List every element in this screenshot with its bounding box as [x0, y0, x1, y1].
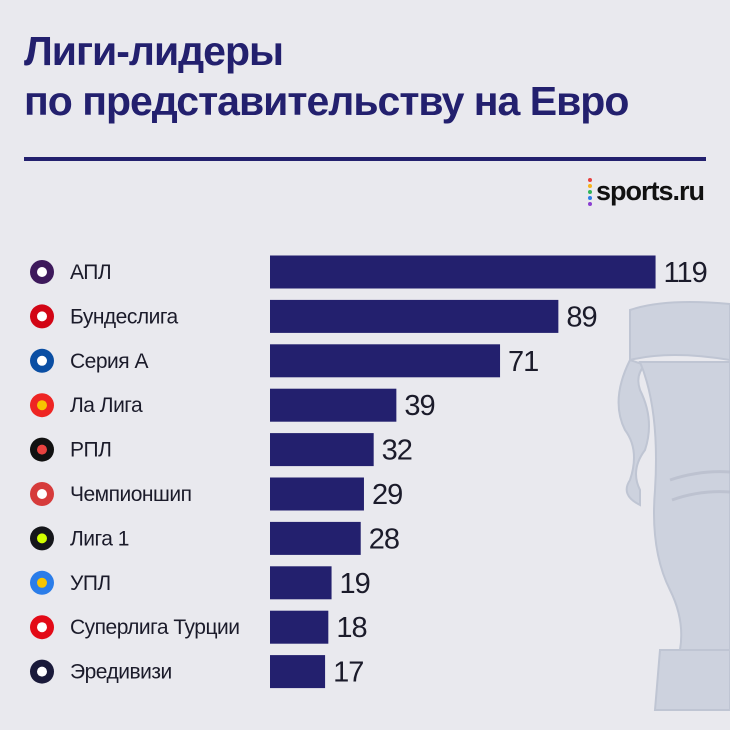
bar — [270, 255, 656, 289]
upl-logo-icon-inner — [37, 577, 47, 588]
ligue-1-logo-icon-inner — [37, 533, 47, 544]
bar-label: АПЛ — [70, 261, 111, 284]
bar-label: Суперлига Турции — [70, 616, 239, 639]
eredivisie-logo-icon-inner — [37, 666, 47, 677]
title-line-2: по представительству на Евро — [24, 78, 629, 124]
bar — [270, 433, 374, 467]
bar — [270, 521, 361, 555]
bar-value: 17 — [333, 657, 363, 689]
bar-label: Серия А — [70, 350, 148, 373]
trophy-icon — [617, 301, 730, 711]
bar — [270, 344, 501, 378]
laliga-logo-icon-inner — [37, 400, 47, 411]
bar-value: 32 — [382, 435, 412, 467]
bar-label: УПЛ — [70, 572, 111, 595]
bar — [270, 477, 364, 511]
championship-logo-icon-inner — [37, 489, 47, 499]
bar — [270, 299, 559, 333]
bar-value: 18 — [336, 612, 366, 644]
chart-title: Лиги-лидеры по представительству на Евро — [24, 26, 629, 126]
bar-label: РПЛ — [70, 439, 111, 462]
bar-value: 89 — [566, 301, 596, 333]
bar-value: 19 — [340, 568, 370, 600]
bar-label: Чемпионшип — [70, 483, 191, 506]
bundesliga-logo-icon-inner — [37, 311, 47, 322]
title-line-1: Лиги-лидеры — [24, 28, 284, 74]
bar-label: Эредивизи — [70, 661, 172, 684]
bar-value: 39 — [404, 390, 434, 422]
brand-dots-icon — [587, 177, 592, 206]
brand-logo: sports.ru — [587, 176, 705, 207]
serie-a-logo-icon-inner — [37, 355, 47, 366]
bar-value: 29 — [372, 479, 402, 511]
bar-label: Бундеслига — [70, 305, 179, 328]
premier-league-logo-icon-inner — [37, 267, 47, 277]
bar-value: 71 — [508, 346, 538, 378]
bar — [270, 610, 329, 644]
bar-value: 28 — [369, 523, 399, 555]
bar — [270, 655, 326, 689]
bar-value: 119 — [664, 257, 707, 289]
rpl-bear-logo-icon-inner — [37, 444, 47, 455]
bar — [270, 566, 332, 600]
bar-label: Ла Лига — [70, 394, 143, 417]
title-divider — [24, 157, 706, 161]
bar — [270, 388, 397, 422]
bar-label: Лига 1 — [70, 527, 129, 550]
brand-name: sports.ru — [595, 176, 705, 206]
super-lig-logo-icon-inner — [37, 622, 47, 633]
